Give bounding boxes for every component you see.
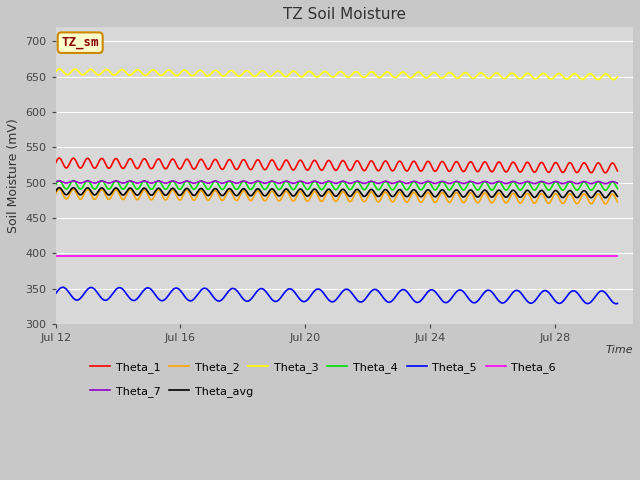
- Y-axis label: Soil Moisture (mV): Soil Moisture (mV): [7, 118, 20, 233]
- Title: TZ Soil Moisture: TZ Soil Moisture: [283, 7, 406, 22]
- Legend: Theta_7, Theta_avg: Theta_7, Theta_avg: [90, 386, 253, 397]
- Text: TZ_sm: TZ_sm: [61, 36, 99, 49]
- Text: Time: Time: [605, 345, 633, 355]
